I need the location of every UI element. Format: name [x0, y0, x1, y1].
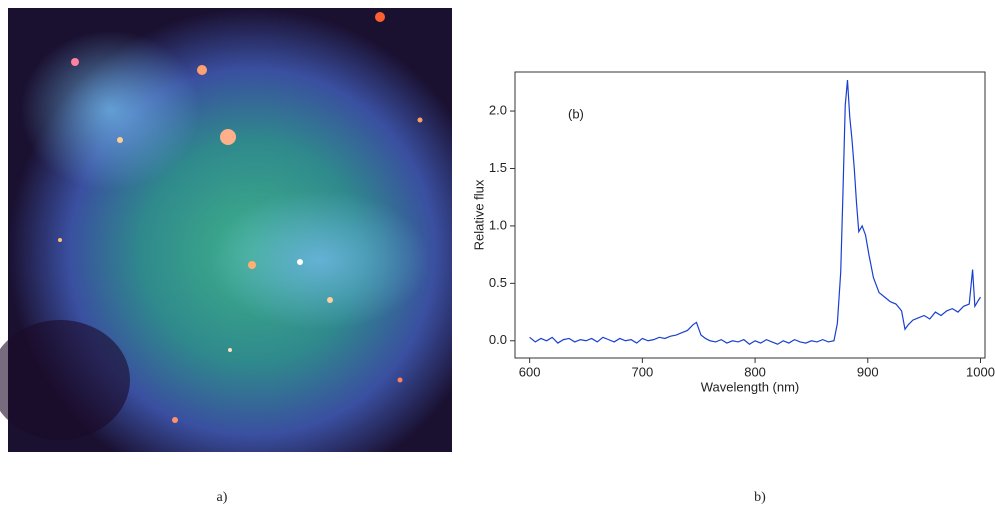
- x-tick-label: 600: [519, 364, 541, 379]
- x-tick-label: 700: [632, 364, 654, 379]
- y-tick-label: 0.5: [489, 275, 507, 290]
- y-axis-label: Relative flux: [471, 179, 486, 250]
- annotation: (b): [568, 106, 584, 121]
- spectrum-line: [529, 79, 981, 345]
- caption: b): [754, 490, 766, 505]
- x-axis-label: Wavelength (nm): [701, 379, 800, 394]
- x-tick-label: 800: [744, 364, 766, 379]
- y-tick-label: 1.0: [489, 217, 507, 232]
- x-tick-label: 900: [857, 364, 879, 379]
- x-tick-label: 1000: [966, 364, 995, 379]
- y-tick-label: 0.0: [489, 332, 507, 347]
- plot: 0.0 0.5 1.0 1.5 2.0 600 700 800 900 1000: [489, 79, 995, 379]
- plot-frame: [514, 71, 986, 359]
- caption: a): [217, 490, 228, 505]
- y-tick-label: 2.0: [489, 102, 507, 117]
- y-tick-label: 1.5: [489, 160, 507, 175]
- sky-image: [0, 8, 452, 452]
